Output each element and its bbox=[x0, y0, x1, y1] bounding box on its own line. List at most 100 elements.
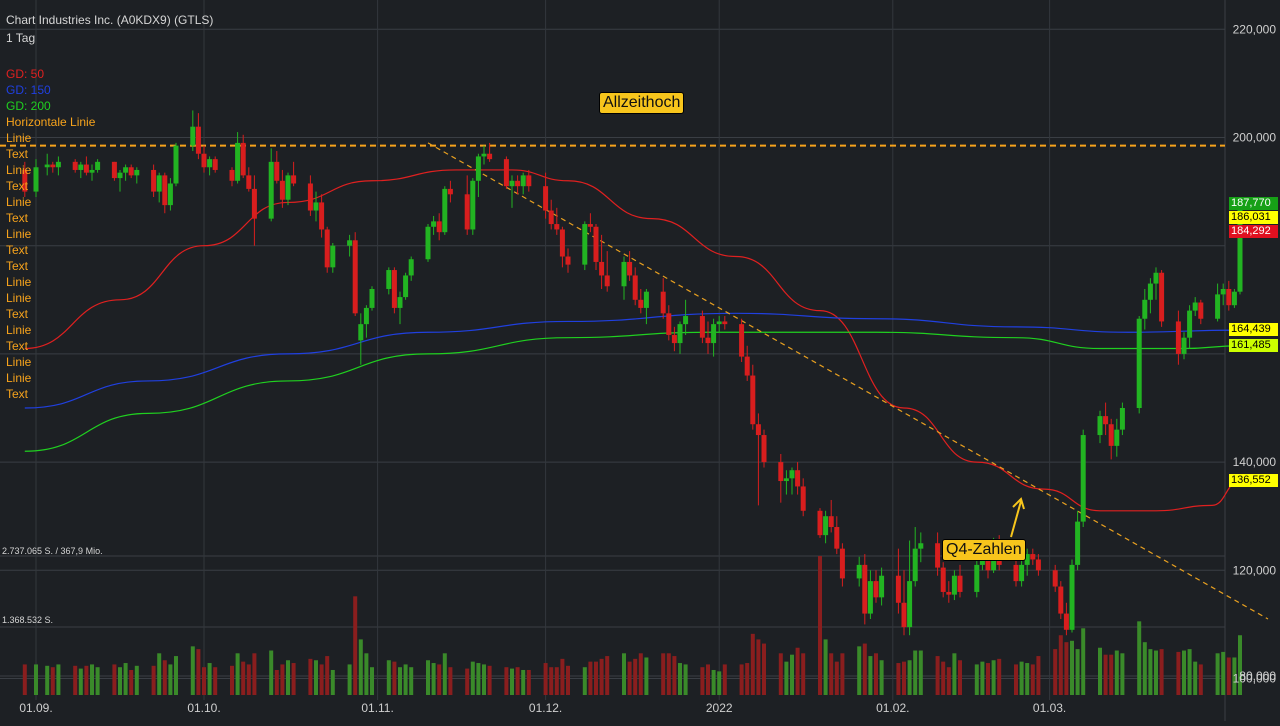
volume-bar bbox=[554, 667, 559, 695]
candle-body bbox=[935, 543, 941, 568]
volume-bar bbox=[319, 664, 324, 695]
candle-body bbox=[156, 175, 162, 192]
legend-item[interactable]: Linie bbox=[6, 227, 32, 241]
candle-body bbox=[1069, 564, 1075, 630]
legend-item[interactable]: Linie bbox=[6, 275, 32, 289]
legend-item[interactable]: Linie bbox=[6, 323, 32, 337]
volume-bar bbox=[1053, 649, 1058, 695]
candle-body bbox=[683, 316, 689, 325]
legend-item[interactable]: Text bbox=[6, 211, 29, 225]
candle-body bbox=[879, 575, 885, 598]
volume-bar bbox=[627, 661, 632, 695]
candle-body bbox=[1226, 288, 1232, 306]
volume-bar bbox=[1036, 656, 1041, 695]
volume-bar bbox=[510, 668, 514, 695]
candle-body bbox=[643, 291, 649, 308]
price-tag: 161,485 bbox=[1229, 339, 1278, 353]
candle-body bbox=[895, 575, 901, 603]
volume-bar bbox=[1070, 640, 1074, 695]
volume-bar bbox=[269, 650, 274, 695]
annotation-q4-zahlen[interactable]: Q4-Zahlen bbox=[942, 539, 1026, 561]
volume-bar bbox=[1098, 647, 1102, 695]
candle-body bbox=[912, 548, 918, 582]
legend-item[interactable]: Linie bbox=[6, 131, 32, 145]
volume-bar bbox=[129, 669, 134, 695]
volume-bar bbox=[330, 669, 335, 695]
legend-item[interactable]: Linie bbox=[6, 355, 32, 369]
candle-body bbox=[1075, 521, 1081, 565]
volume-bar bbox=[896, 663, 901, 695]
legend-item[interactable]: GD: 200 bbox=[6, 99, 51, 113]
legend-item[interactable]: Text bbox=[6, 387, 29, 401]
volume-max-label: 2.737.065 S. / 367,9 Mio. bbox=[2, 546, 103, 556]
y-tick-label: 220,000 bbox=[1233, 22, 1277, 36]
legend-item[interactable]: Text bbox=[6, 259, 29, 273]
volume-bar bbox=[1081, 628, 1086, 695]
candle-body bbox=[957, 575, 963, 592]
volume-bar bbox=[566, 665, 570, 695]
legend-item[interactable]: Text bbox=[6, 307, 29, 321]
volume-bar bbox=[756, 639, 761, 695]
volume-bar bbox=[543, 663, 548, 695]
candle-body bbox=[212, 159, 218, 170]
candle-body bbox=[1220, 288, 1226, 295]
candle-body bbox=[671, 334, 677, 344]
legend-item[interactable]: Horizontale Linie bbox=[6, 115, 96, 129]
volume-bar bbox=[1137, 621, 1142, 695]
volume-bar bbox=[958, 660, 962, 695]
candle-body bbox=[1024, 554, 1030, 565]
volume-bar bbox=[868, 656, 873, 695]
candle-body bbox=[134, 169, 140, 176]
volume-bar bbox=[168, 664, 173, 695]
volume-bar bbox=[678, 663, 682, 695]
volume-bar bbox=[941, 661, 946, 695]
candle-body bbox=[873, 581, 879, 598]
legend-item[interactable]: Linie bbox=[6, 371, 32, 385]
volume-bar bbox=[840, 653, 845, 695]
legend-item[interactable]: Text bbox=[6, 147, 29, 161]
candle-body bbox=[901, 602, 907, 628]
candle-body bbox=[795, 470, 801, 487]
volume-bar bbox=[974, 664, 979, 695]
candle-body bbox=[89, 169, 95, 173]
legend-item[interactable]: Text bbox=[6, 179, 29, 193]
volume-bar bbox=[622, 653, 626, 695]
legend-item[interactable]: Text bbox=[6, 243, 29, 257]
volume-bar bbox=[722, 664, 727, 695]
legend-item[interactable]: Linie bbox=[6, 195, 32, 209]
volume-bar bbox=[157, 653, 162, 695]
legend-item[interactable]: GD: 150 bbox=[6, 83, 51, 97]
legend-item[interactable]: Linie bbox=[6, 163, 32, 177]
volume-bar bbox=[358, 639, 363, 695]
legend-item[interactable]: Text bbox=[6, 339, 29, 353]
annotation-allzeithoch[interactable]: Allzeithoch bbox=[599, 92, 685, 114]
candle-body bbox=[22, 169, 28, 192]
volume-bar bbox=[442, 653, 447, 695]
candle-body bbox=[716, 321, 722, 325]
y-tick-label: 120,000 bbox=[1233, 563, 1277, 577]
volume-bar bbox=[118, 667, 122, 695]
volume-bar bbox=[112, 664, 117, 695]
legend-item[interactable]: Linie bbox=[6, 291, 32, 305]
candle-body bbox=[1237, 203, 1243, 292]
volume-bar bbox=[73, 665, 78, 695]
candle-body bbox=[151, 169, 157, 192]
candle-body bbox=[1153, 272, 1159, 284]
candle-body bbox=[369, 288, 375, 308]
volume-bar bbox=[801, 653, 806, 695]
volume-bar bbox=[1221, 651, 1226, 695]
legend-item[interactable]: GD: 50 bbox=[6, 67, 45, 81]
volume-bar bbox=[1148, 649, 1153, 695]
candle-body bbox=[201, 153, 207, 168]
candle-body bbox=[207, 159, 213, 168]
candle-body bbox=[582, 224, 588, 265]
candle-body bbox=[677, 324, 683, 344]
candle-body bbox=[391, 270, 397, 308]
volume-bar bbox=[1025, 663, 1030, 695]
candle-body bbox=[117, 172, 123, 179]
candle-body bbox=[817, 510, 823, 536]
candle-body bbox=[83, 164, 89, 173]
volume-bar bbox=[1103, 654, 1108, 695]
candle-body bbox=[397, 297, 403, 308]
